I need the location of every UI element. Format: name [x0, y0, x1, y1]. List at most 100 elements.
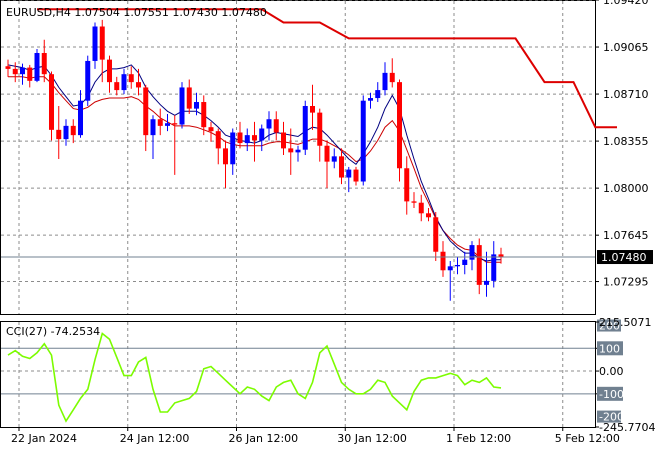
candle-body: [426, 213, 431, 218]
candle-body: [244, 135, 250, 144]
cci-marker-label: -200: [599, 411, 624, 424]
x-tick-label: 1 Feb 12:00: [446, 432, 511, 445]
price-y-tick-label: 1.07295: [603, 276, 649, 289]
candles-series: [5, 19, 504, 301]
candle-body: [331, 156, 337, 162]
candle-body: [411, 201, 417, 203]
candle-body: [252, 135, 257, 141]
candle-body: [136, 82, 141, 88]
candle-body: [49, 74, 54, 130]
x-tick-label: 26 Jan 12:00: [229, 432, 299, 445]
candle-body: [143, 87, 149, 136]
x-tick-label: 5 Feb 12:00: [555, 432, 620, 445]
cci-panel-title: CCI(27) -74.2534: [6, 325, 100, 338]
candle-body: [121, 74, 127, 91]
step-line-series: [37, 8, 617, 129]
candle-body: [389, 72, 395, 83]
candle-body: [63, 125, 69, 140]
candle-body: [150, 119, 156, 136]
candle-body: [12, 68, 18, 75]
x-tick-label: 24 Jan 12:00: [120, 432, 190, 445]
candle-body: [201, 102, 207, 128]
price-panel: EURUSD,H4 1.07504 1.07551 1.07430 1.0748…: [0, 0, 653, 315]
cci-marker-bg: [597, 410, 621, 423]
cci-grid: [1, 322, 595, 427]
candle-body: [56, 129, 62, 140]
candle-body: [491, 254, 497, 281]
candle-body: [339, 156, 344, 178]
candle-body: [223, 148, 228, 165]
cci-y-tick-label: 100: [599, 342, 620, 355]
candle-body: [230, 132, 236, 165]
price-y-tick-label: 1.08710: [603, 88, 649, 101]
candle-body: [157, 119, 163, 126]
candle-body: [172, 123, 178, 125]
price-y-tick-label: 1.09420: [603, 0, 649, 7]
candle-body: [462, 259, 468, 265]
candle-body: [375, 90, 381, 99]
candle-body: [85, 60, 91, 101]
current-price-badge-bg: [597, 250, 653, 265]
candle-body: [360, 100, 366, 182]
candle-body: [194, 102, 199, 109]
candle-body: [433, 217, 439, 252]
cci-y-tick-label: -245.7704: [599, 421, 655, 434]
candle-body: [455, 264, 460, 267]
candle-body: [70, 125, 76, 136]
candle-body: [418, 202, 424, 214]
step-line: [37, 8, 617, 129]
price-y-tick-label: 1.07645: [603, 229, 649, 242]
candle-body: [281, 132, 286, 149]
candle-body: [215, 131, 221, 149]
candle-body: [288, 148, 294, 153]
current-price-badge: 1.07480: [597, 250, 653, 265]
candle-body: [317, 112, 323, 146]
price-y-tick-label: 1.09065: [603, 41, 649, 54]
candle-body: [78, 100, 83, 136]
cci-level-badge: [597, 386, 623, 401]
candle-body: [273, 119, 279, 133]
cci-marker-bg: [597, 319, 621, 332]
candle-body: [99, 26, 105, 60]
candle-body: [324, 145, 330, 162]
candle-body: [186, 87, 192, 109]
candle-body: [208, 127, 214, 132]
candle-body: [41, 52, 47, 75]
candle-body: [346, 169, 352, 178]
candle-body: [128, 74, 134, 83]
candle-body: [5, 66, 11, 69]
candle-body: [114, 82, 120, 91]
candle-body: [310, 105, 315, 113]
candle-body: [447, 266, 453, 271]
candle-body: [440, 251, 446, 271]
candle-body: [476, 245, 482, 285]
candle-body: [266, 119, 272, 129]
x-tick-label: 22 Jan 2024: [11, 432, 77, 445]
cci-marker-label: 200: [599, 320, 620, 333]
cci-y-tick-label: 215.5071: [599, 316, 652, 329]
cci-level-badge: [597, 341, 623, 356]
candle-body: [302, 105, 308, 150]
candle-body: [397, 82, 402, 169]
cci-y-tick-label: -100: [599, 388, 624, 401]
cci-line: [7, 332, 502, 423]
price-y-tick-label: 1.08355: [603, 135, 649, 148]
candle-body: [295, 149, 301, 153]
candle-body: [484, 280, 489, 285]
candle-body: [20, 67, 25, 75]
x-axis: 22 Jan 2024 24 Jan 12:00 26 Jan 12:00 30 Ja…: [11, 427, 620, 445]
candle-body: [404, 168, 410, 202]
candle-body: [27, 67, 33, 81]
cci-panel: CCI(27) -74.2534 200 -200 215.5071 100 0.00 -…: [0, 316, 655, 434]
cci-y-tick-label: 0.00: [599, 365, 624, 378]
cci-y-axis: 200 -200 215.5071 100 0.00 -100 -245.7704: [595, 316, 655, 434]
price-panel-title: EURUSD,H4 1.07504 1.07551 1.07430 1.0748…: [6, 6, 267, 19]
price-y-axis: 1.09420 1.09065 1.08710 1.08355 1.08000 1.076…: [595, 0, 649, 289]
candle-body: [353, 169, 359, 182]
candle-body: [382, 72, 388, 91]
cci-panel-frame: [0, 321, 596, 428]
candle-body: [34, 52, 40, 81]
x-tick-label: 30 Jan 12:00: [337, 432, 407, 445]
candle-body: [92, 26, 98, 61]
